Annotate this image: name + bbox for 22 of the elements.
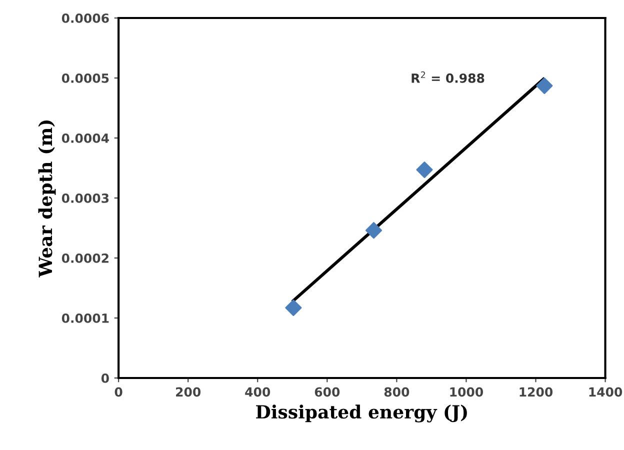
y-tick-label: 0.0004 [62, 133, 109, 143]
point [536, 78, 553, 94]
x-tick-label: 0 [114, 387, 122, 397]
x-axis-title: Dissipated energy (J) [256, 404, 467, 422]
y-tick-label: 0.0003 [62, 193, 109, 203]
point [285, 300, 302, 316]
x-tick-label: 200 [176, 387, 201, 397]
x-tick-label: 1400 [589, 387, 622, 397]
x-tick-label: 800 [384, 387, 410, 397]
y-tick-label: 0.0005 [62, 73, 109, 83]
annotation: R$^{2}$ = 0.988 [412, 71, 484, 83]
x-tick-label: 1000 [450, 387, 484, 397]
x-tick-label: 400 [245, 387, 270, 397]
point [365, 222, 382, 239]
x-tick-label: 1200 [520, 387, 553, 397]
y-axis-title: Wear depth (m) [38, 120, 56, 278]
y-tick-label: 0 [101, 373, 109, 383]
y-tick-label: 0.0001 [62, 313, 109, 323]
y-tick-label: 0.0006 [62, 13, 109, 23]
y-tick-label: 0.0002 [62, 253, 108, 263]
x-tick-label: 600 [314, 387, 340, 397]
point [416, 162, 433, 178]
